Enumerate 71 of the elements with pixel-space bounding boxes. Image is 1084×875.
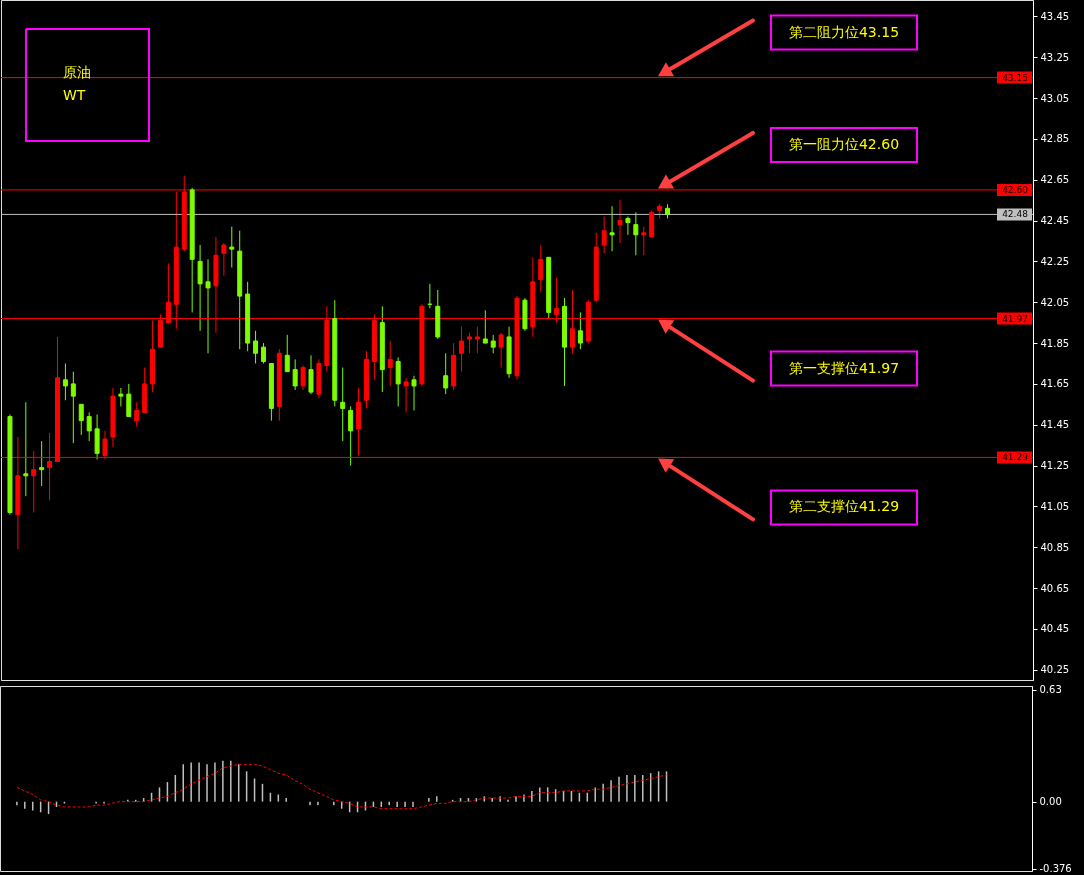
ref-line-label: 43.15 <box>1002 72 1028 83</box>
candlestick <box>577 311 583 350</box>
y-tick-label: 40.45 <box>1040 623 1070 635</box>
ref-line-label: 41.29 <box>1002 452 1029 463</box>
candlestick <box>118 387 124 407</box>
candlestick <box>39 440 45 487</box>
annotation: 第一阻力位42.60 <box>788 135 900 152</box>
candlestick <box>625 215 631 236</box>
y-tick-label: 41.25 <box>1040 460 1070 472</box>
candlestick <box>387 340 393 387</box>
candlestick <box>134 401 140 428</box>
annotation: 第一支撑位41.97 <box>788 359 900 376</box>
annotation: 第二支撑位41.29 <box>788 498 900 515</box>
y-tick-label: 40.25 <box>1040 664 1070 676</box>
y-tick-label: 43.05 <box>1040 92 1070 104</box>
candlestick <box>498 332 504 369</box>
y-tick-label: 41.85 <box>1040 337 1070 349</box>
candlestick <box>641 226 647 256</box>
y-tick-label: 42.45 <box>1040 215 1070 227</box>
candlestick <box>126 383 132 418</box>
y-tick-label: 43.25 <box>1040 51 1070 63</box>
candlestick <box>466 332 472 354</box>
y-tick-label: 41.45 <box>1040 419 1070 431</box>
y-tick-label: 0.00 <box>1039 796 1062 808</box>
candlestick <box>443 352 449 395</box>
y-tick-label: 41.05 <box>1040 500 1070 512</box>
annotation: 第二阻力位43.15 <box>788 23 900 40</box>
y-tick-label: 40.85 <box>1040 541 1070 553</box>
candlestick <box>221 242 227 277</box>
ref-line-label: 42.48 <box>1002 209 1029 220</box>
candlestick <box>300 365 306 391</box>
y-tick-label: 42.65 <box>1040 174 1070 186</box>
candlestick <box>490 334 496 354</box>
candlestick <box>538 244 544 293</box>
candlestick <box>348 405 354 467</box>
candlestick <box>340 367 346 442</box>
y-tick-label: 40.65 <box>1040 582 1070 594</box>
ref-line-label: 41.97 <box>1002 313 1028 324</box>
candlestick <box>403 377 409 413</box>
ref-line-label: 42.60 <box>1002 184 1029 195</box>
candlestick <box>459 326 465 373</box>
candlestick <box>70 371 76 444</box>
y-tick-label: 41.65 <box>1040 378 1070 390</box>
y-tick-label: -0.376 <box>1039 863 1072 875</box>
candlestick <box>601 215 607 254</box>
candlestick <box>23 401 29 497</box>
candlestick <box>292 358 298 391</box>
y-tick-label: 42.05 <box>1040 296 1070 308</box>
candlestick <box>78 403 84 436</box>
candlestick <box>411 375 417 411</box>
candlestick <box>633 211 639 256</box>
y-tick-label: 42.25 <box>1040 255 1070 267</box>
candlestick <box>86 411 92 442</box>
candlestick <box>253 330 259 364</box>
y-tick-label: 0.63 <box>1039 684 1062 696</box>
candlestick <box>197 244 203 332</box>
candlestick <box>229 226 235 269</box>
candlestick <box>284 334 290 373</box>
y-tick-label: 43.45 <box>1040 10 1070 22</box>
candlestick <box>482 309 488 344</box>
line-series <box>16 763 668 810</box>
candlestick <box>617 199 623 244</box>
candlestick <box>260 342 266 364</box>
candlestick <box>205 258 211 354</box>
y-tick-label: 42.85 <box>1040 133 1070 145</box>
candlestick <box>474 326 480 354</box>
candlestick <box>609 205 615 252</box>
candlestick <box>308 354 314 395</box>
annotation: 原油 WT <box>63 64 91 103</box>
candlestick <box>395 356 401 407</box>
candlestick <box>62 362 68 401</box>
